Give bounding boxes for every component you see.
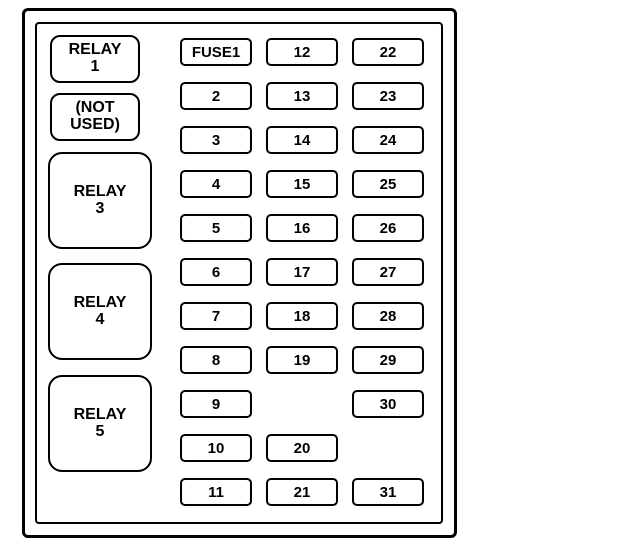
fuse-slot: 24 — [352, 126, 424, 154]
relay-label-line: RELAY — [69, 42, 122, 59]
relay-slot-relay-1: RELAY1 — [50, 35, 140, 83]
fuse-slot: 5 — [180, 214, 252, 242]
relay-label-line: 4 — [96, 312, 105, 329]
relay-slot-relay-3: RELAY3 — [48, 152, 152, 249]
fuse-slot: 2 — [180, 82, 252, 110]
fuse-slot: 19 — [266, 346, 338, 374]
fuse-slot: 14 — [266, 126, 338, 154]
fuse-slot: 28 — [352, 302, 424, 330]
relay-label-line: (NOT — [75, 100, 114, 117]
fuse-slot: 9 — [180, 390, 252, 418]
fuse-slot: 17 — [266, 258, 338, 286]
fuse-slot: 6 — [180, 258, 252, 286]
fuse-slot: FUSE1 — [180, 38, 252, 66]
relay-label-line: 3 — [96, 201, 105, 218]
fuse-slot: 30 — [352, 390, 424, 418]
fuse-slot: 20 — [266, 434, 338, 462]
relay-label-line: RELAY — [74, 407, 127, 424]
relay-label-line: 5 — [96, 424, 105, 441]
fuse-slot: 31 — [352, 478, 424, 506]
fuse-slot: 23 — [352, 82, 424, 110]
relay-label-line: RELAY — [74, 295, 127, 312]
relay-slot-not-used: (NOTUSED) — [50, 93, 140, 141]
relay-slot-relay-5: RELAY5 — [48, 375, 152, 472]
fuse-slot: 25 — [352, 170, 424, 198]
relay-slot-relay-4: RELAY4 — [48, 263, 152, 360]
fuse-slot: 15 — [266, 170, 338, 198]
fuse-slot: 16 — [266, 214, 338, 242]
fuse-slot: 26 — [352, 214, 424, 242]
fuse-slot: 29 — [352, 346, 424, 374]
fuse-slot: 12 — [266, 38, 338, 66]
relay-label-line: USED) — [70, 117, 120, 134]
fuse-slot: 21 — [266, 478, 338, 506]
relay-label-line: 1 — [91, 59, 100, 76]
fuse-slot: 11 — [180, 478, 252, 506]
relay-label-line: RELAY — [74, 184, 127, 201]
fuse-slot: 8 — [180, 346, 252, 374]
fuse-slot: 4 — [180, 170, 252, 198]
fuse-slot: 13 — [266, 82, 338, 110]
fuse-slot: 22 — [352, 38, 424, 66]
fuse-slot: 3 — [180, 126, 252, 154]
fuse-slot: 27 — [352, 258, 424, 286]
fuse-slot: 18 — [266, 302, 338, 330]
fuse-slot: 10 — [180, 434, 252, 462]
fuse-slot: 7 — [180, 302, 252, 330]
